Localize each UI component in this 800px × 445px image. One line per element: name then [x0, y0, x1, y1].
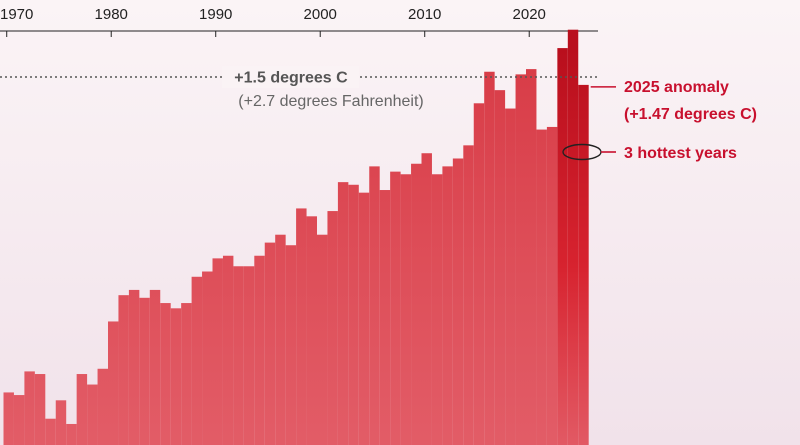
bar-1974	[45, 418, 56, 445]
reference-label-background	[222, 66, 359, 88]
bar-1996	[275, 234, 286, 445]
bar-1995	[264, 242, 276, 445]
bar-1979	[97, 368, 108, 445]
bar-1999	[306, 216, 317, 445]
bar-2006	[379, 190, 391, 445]
bar-1993	[243, 266, 255, 445]
bar-2025	[578, 84, 589, 445]
bar-2023	[557, 48, 568, 445]
bar-2010	[421, 153, 432, 445]
bar-2013	[452, 158, 464, 445]
bar-2014	[463, 145, 474, 445]
bar-2007	[390, 171, 401, 445]
bar-1997	[285, 245, 297, 445]
bar-1975	[55, 400, 67, 445]
bar-2012	[442, 166, 453, 445]
bar-2017	[494, 90, 506, 445]
bar-1986	[170, 308, 182, 445]
x-tick-label-2020: 2020	[513, 6, 546, 23]
bar-1978	[87, 384, 98, 445]
x-tick-label-2000: 2000	[304, 6, 337, 23]
bar-2008	[400, 174, 412, 445]
bar-1983	[139, 297, 150, 445]
bar-2001	[327, 211, 338, 445]
bar-1992	[233, 266, 244, 445]
bar-1990	[212, 258, 223, 445]
bar-2004	[358, 192, 370, 445]
bar-1973	[34, 374, 46, 445]
hottest-years-label: 3 hottest years	[624, 145, 737, 162]
bar-1991	[222, 255, 234, 445]
bar-2011	[431, 174, 443, 445]
bar-1984	[149, 289, 161, 445]
bar-2000	[317, 234, 328, 445]
bar-2015	[473, 103, 485, 445]
bar-2016	[484, 71, 495, 445]
reference-line-sublabel: (+2.7 degrees Fahrenheit)	[238, 93, 423, 110]
bar-2021	[536, 129, 547, 445]
bar-1988	[191, 276, 203, 445]
x-tick-label-2010: 2010	[408, 6, 441, 23]
bars-group	[3, 29, 589, 445]
bar-1987	[181, 303, 192, 445]
bar-2022	[546, 126, 558, 445]
bar-1972	[24, 371, 35, 445]
bar-1970	[3, 392, 14, 445]
bar-1994	[254, 255, 265, 445]
bar-1977	[76, 374, 88, 445]
x-tick-label-1970: 1970	[0, 6, 33, 23]
bar-2003	[348, 184, 359, 445]
bar-1998	[296, 208, 307, 445]
bar-1989	[202, 271, 213, 445]
bar-1976	[66, 423, 77, 445]
bar-2018	[505, 108, 516, 445]
anomaly-label-line1: 2025 anomaly	[624, 79, 729, 96]
anomaly-label-line2: (+1.47 degrees C)	[624, 106, 757, 123]
x-axis-ticks: 1970 1980 1990 2000 2010 2020	[0, 6, 546, 37]
bar-2019	[515, 74, 526, 445]
bar-1985	[160, 303, 171, 445]
bar-2020	[526, 69, 537, 445]
bar-2002	[337, 182, 349, 445]
bar-1971	[13, 395, 25, 445]
bar-1981	[118, 295, 129, 445]
bar-1980	[108, 321, 119, 445]
x-tick-label-1990: 1990	[199, 6, 232, 23]
bar-2024	[567, 29, 579, 445]
bar-1982	[128, 289, 140, 445]
bar-2005	[369, 166, 380, 445]
reference-line-label: +1.5 degrees C	[234, 70, 348, 87]
x-tick-label-1980: 1980	[95, 6, 128, 23]
bar-2009	[411, 163, 422, 445]
